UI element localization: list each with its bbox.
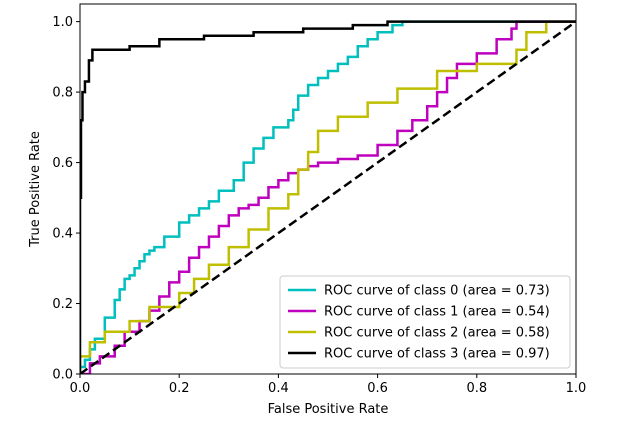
legend: ROC curve of class 0 (area = 0.73) ROC cu… xyxy=(279,275,571,369)
legend-entry-label: ROC curve of class 2 (area = 0.58) xyxy=(324,326,550,341)
roc-curve-class-3 xyxy=(80,20,576,374)
chance-diagonal-line xyxy=(80,20,576,374)
legend-entry-label: ROC curve of class 1 (area = 0.54) xyxy=(324,305,550,320)
roc-curve-class-1 xyxy=(80,20,576,374)
ticks-layer: 0.0 0.2 0.4 0.6 0.8 1.0 0.0 0.2 0.4 0.6 0.8 1.0 xyxy=(52,15,586,396)
series-layer xyxy=(80,20,576,374)
roc-curve-class-0 xyxy=(80,20,576,374)
y-tick-label: 0.8 xyxy=(52,86,73,101)
x-tick-label: 1.0 xyxy=(566,381,587,396)
legend-box xyxy=(279,275,571,369)
y-tick-label: 0.2 xyxy=(52,297,73,312)
y-tick-label: 0.6 xyxy=(52,156,73,171)
axes-frame xyxy=(79,3,577,375)
roc-curve-class-2 xyxy=(80,20,576,374)
y-axis-label: True Positive Rate xyxy=(28,131,43,248)
x-tick-label: 0.4 xyxy=(268,381,289,396)
x-axis-label: False Positive Rate xyxy=(268,402,389,417)
x-tick-label: 0.8 xyxy=(466,381,487,396)
y-tick-label: 0.4 xyxy=(52,227,73,242)
y-tick-label: 1.0 xyxy=(52,15,73,30)
x-tick-label: 0.0 xyxy=(70,381,91,396)
legend-entry-label: ROC curve of class 0 (area = 0.73) xyxy=(324,284,550,299)
x-tick-label: 0.6 xyxy=(367,381,388,396)
y-tick-label: 0.0 xyxy=(52,368,73,383)
legend-entry-label: ROC curve of class 3 (area = 0.97) xyxy=(324,347,550,362)
x-tick-label: 0.2 xyxy=(169,381,190,396)
